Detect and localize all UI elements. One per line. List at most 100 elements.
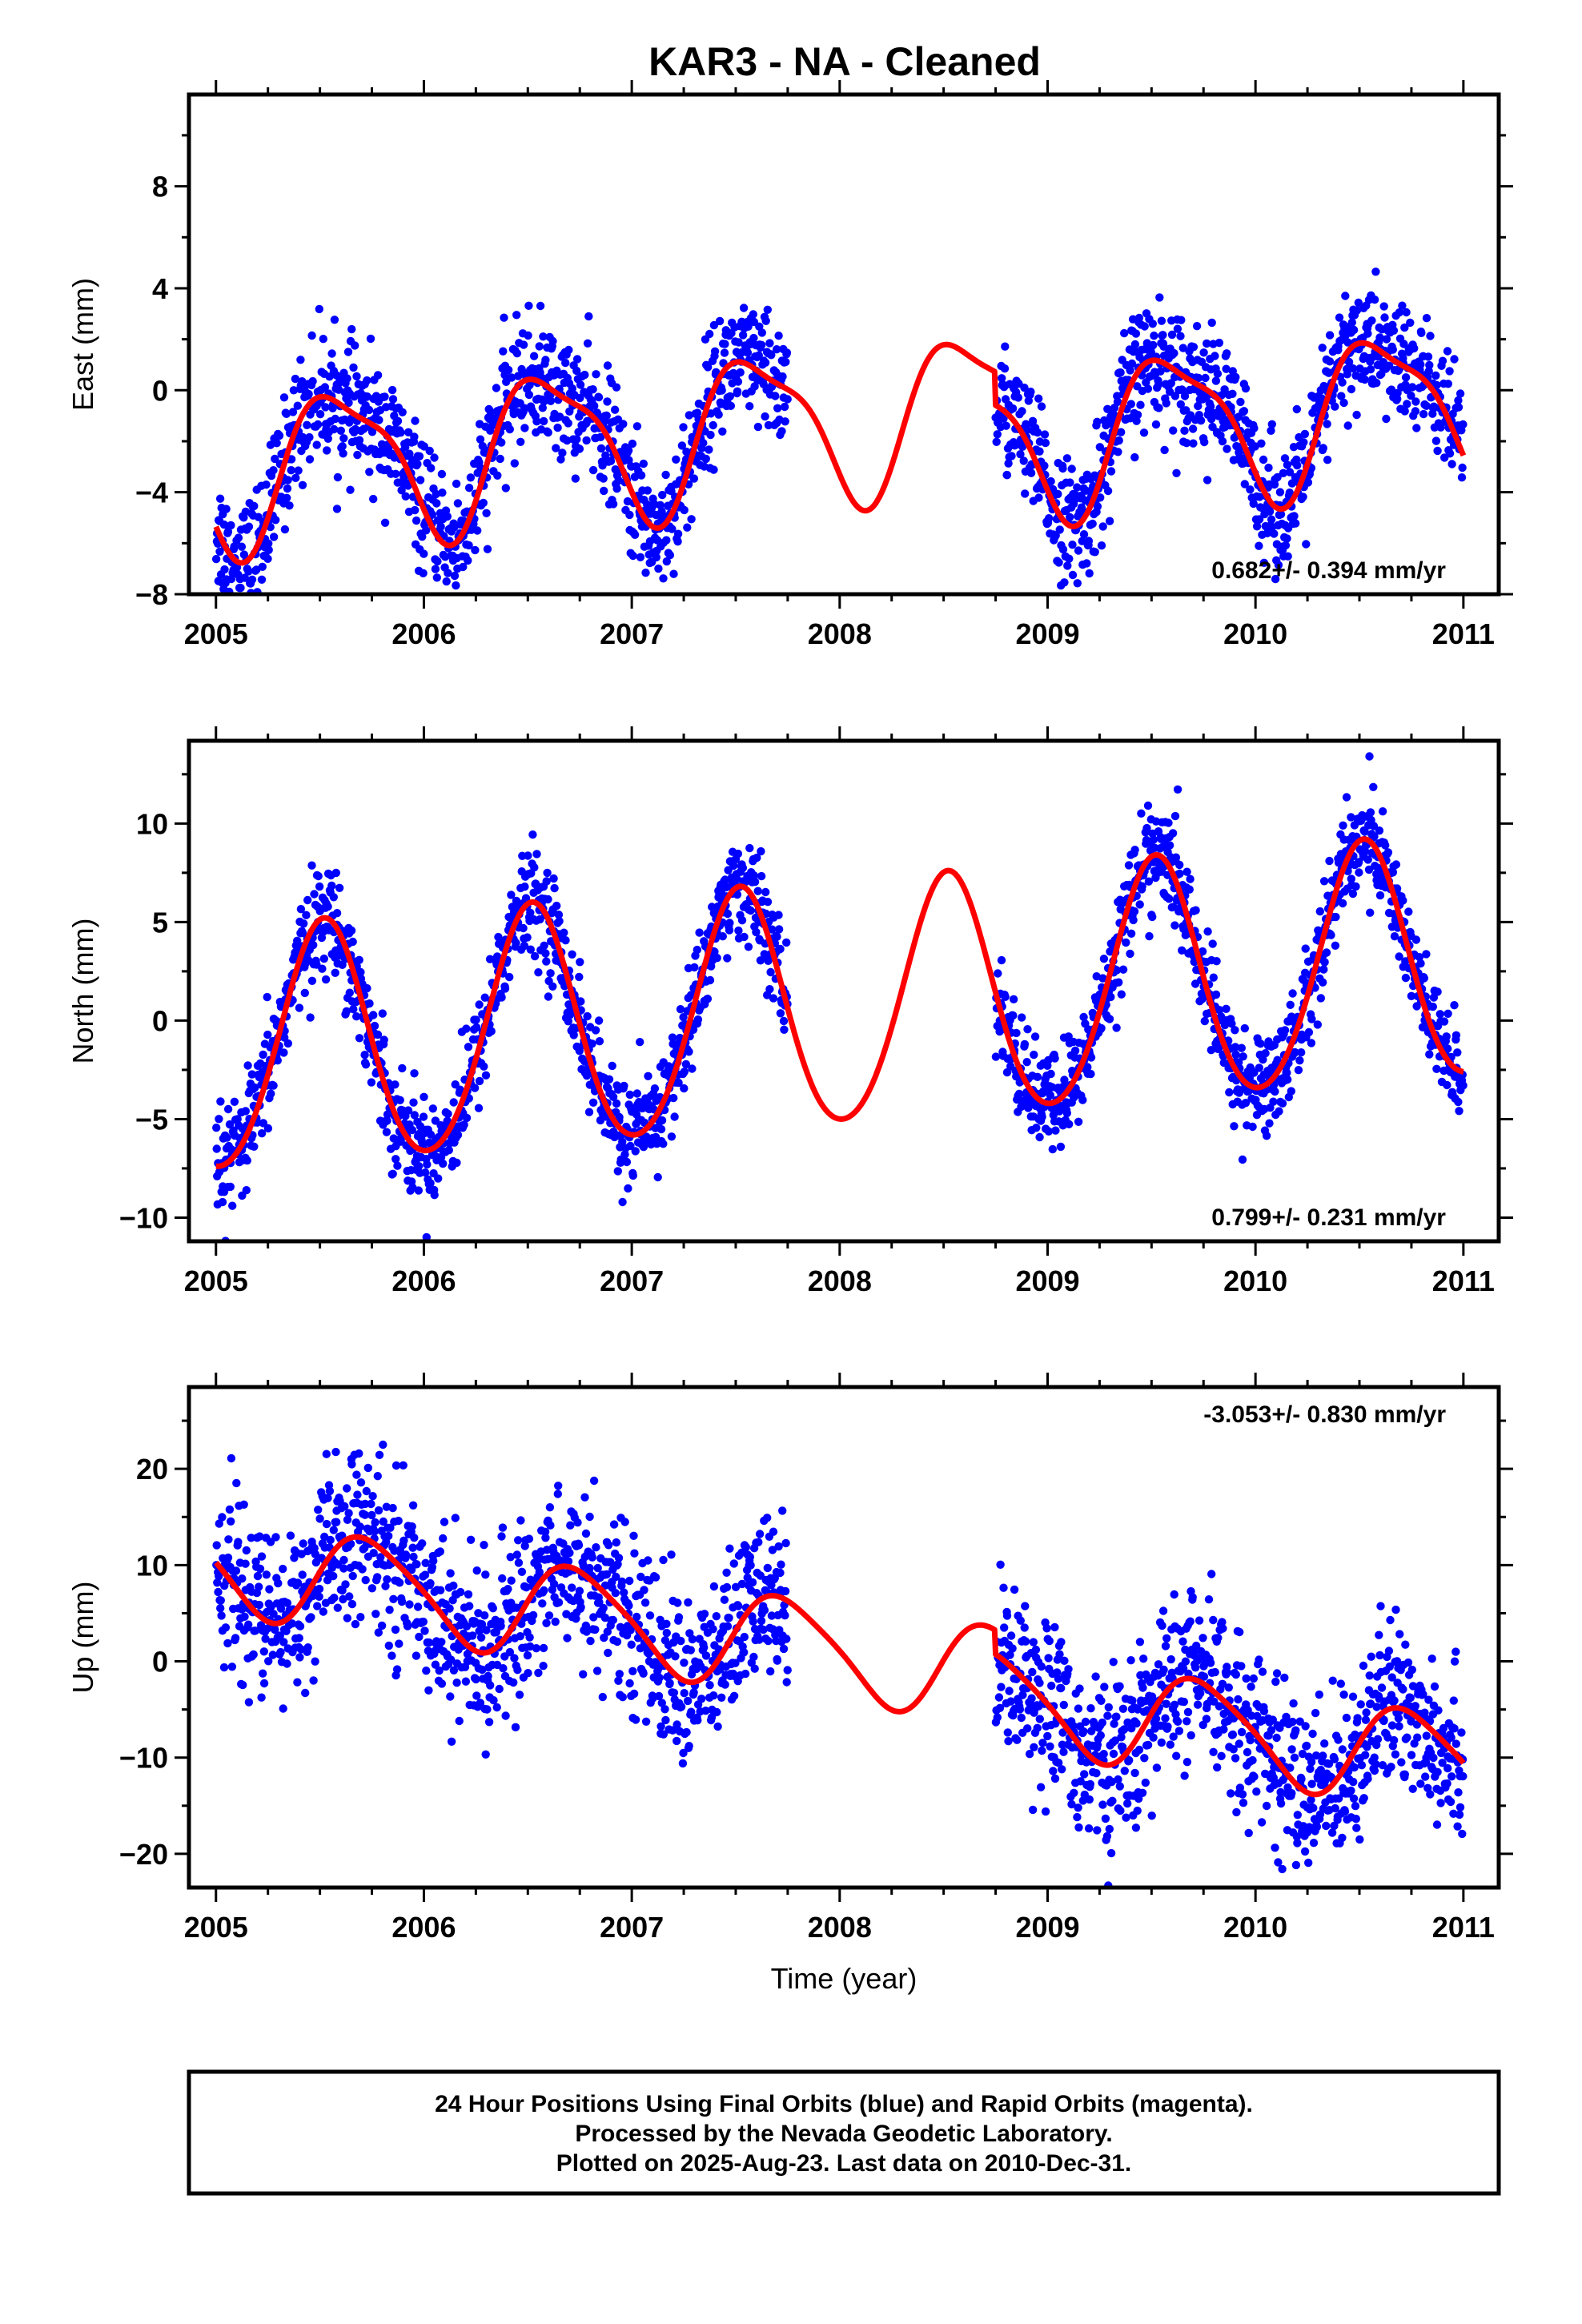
east-point [679,423,688,432]
east-point [564,419,572,428]
north-point [1401,973,1411,983]
east-point [1018,407,1026,416]
east-point [244,567,253,576]
north-point [1322,948,1331,957]
east-point [1213,369,1223,378]
east-point [296,356,305,364]
up-point [564,1557,573,1566]
north-point [1365,752,1374,761]
north-point [296,905,306,914]
east-point [1093,502,1102,511]
north-point [526,945,535,954]
north-point [740,932,749,942]
east-point [405,449,414,458]
up-point [332,1518,341,1526]
east-point [1263,529,1272,537]
up-point [371,1518,379,1527]
north-point [1165,895,1174,903]
north-point [1319,978,1327,987]
north-point [693,945,701,955]
east-point [749,333,758,343]
north-point [500,984,510,993]
up-point [645,1611,655,1620]
east-point [572,366,581,376]
east-point [582,436,591,445]
up-point [253,1571,263,1581]
up-point [388,1503,397,1513]
east-point [473,526,482,535]
north-point [1009,1011,1018,1020]
east-point [1279,468,1288,477]
east-point [1337,392,1346,400]
east-point [1211,352,1219,360]
north-point [1001,992,1010,1002]
north-point [273,1056,282,1065]
up-point [659,1555,668,1565]
east-point [1063,561,1072,570]
east-point [1290,512,1299,521]
east-point [1367,316,1376,325]
up-point [612,1538,620,1547]
east-point [1249,499,1258,509]
up-point [358,1565,367,1574]
north-point [626,1141,635,1151]
east-point [584,312,593,321]
east-point [338,442,347,451]
east-point [464,541,473,550]
east-point [244,604,252,612]
north-xtick-label: 2008 [808,1265,872,1297]
north-point [1129,915,1138,925]
east-point [289,386,299,395]
north-point [1231,1043,1240,1051]
up-point [311,1657,319,1666]
north-point [306,1013,315,1022]
east-point [619,420,628,428]
east-xtick-label: 2011 [1432,617,1495,650]
east-point [1403,400,1411,408]
up-point [367,1510,376,1520]
up-point [524,1669,532,1678]
east-point [222,505,231,513]
up-point [415,1632,424,1642]
north-point [1175,869,1184,879]
up-point [322,1519,331,1529]
up-point [447,1655,456,1664]
up-points [212,1440,1468,1888]
east-point [1422,314,1431,323]
east-point [1445,449,1455,458]
north-point [688,1064,697,1073]
east-point [668,525,677,533]
east-point [662,536,671,545]
north-point [331,968,339,978]
east-point [333,472,343,482]
north-point [1415,953,1424,962]
up-point [612,1637,622,1647]
north-point [378,1009,387,1018]
north-point [299,919,308,928]
north-point [761,887,770,897]
north-point [1269,1097,1278,1106]
up-point [481,1750,490,1759]
north-point [319,954,328,963]
north-point [544,992,553,1001]
up-point [259,1679,269,1688]
north-point [383,1116,391,1125]
east-point [321,403,330,412]
up-point [705,1681,714,1690]
east-point [1343,338,1352,347]
east-point [662,557,671,566]
up-point [499,1664,508,1673]
north-point [1439,1017,1449,1026]
north-point [247,1070,256,1079]
up-point [385,1606,394,1614]
east-point [1199,348,1208,357]
east-point [524,301,533,310]
east-point [1201,373,1210,383]
east-point [422,526,431,535]
east-point [1040,461,1049,470]
north-point [223,1104,233,1114]
north-point [1327,931,1335,939]
up-point [368,1492,377,1501]
east-point [1401,373,1411,382]
north-point [733,890,742,899]
